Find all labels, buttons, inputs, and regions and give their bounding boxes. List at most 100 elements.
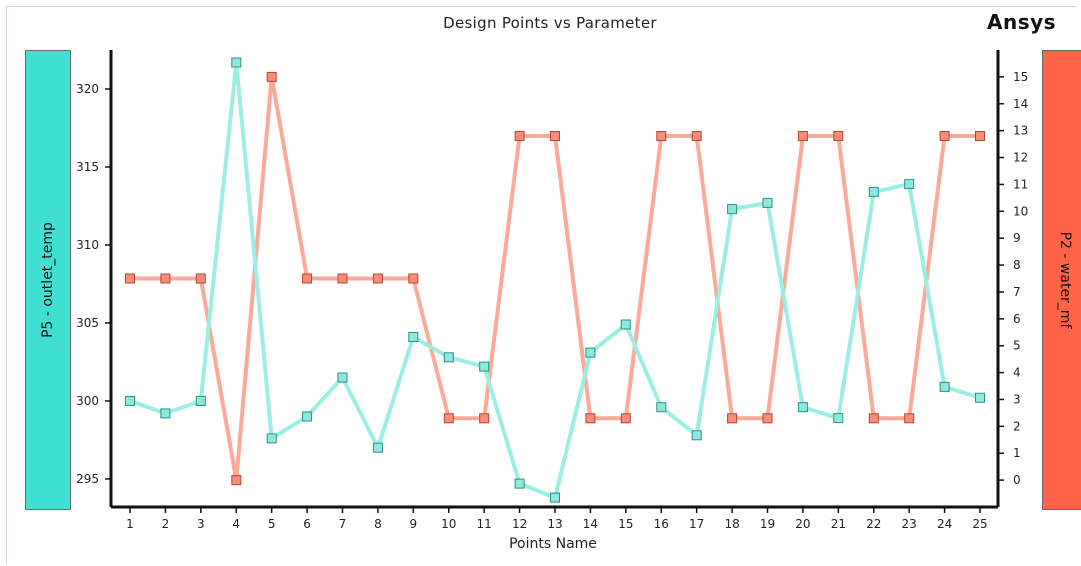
data-point-outlet-temp bbox=[195, 395, 206, 406]
x-tick-label: 23 bbox=[902, 517, 917, 531]
data-point-water-mf bbox=[443, 413, 454, 424]
left-tick-label: 295 bbox=[76, 472, 99, 486]
x-tick-label: 4 bbox=[232, 517, 240, 531]
x-axis-label: Points Name bbox=[509, 536, 597, 552]
x-tick-label: 9 bbox=[410, 517, 418, 531]
x-tick-label: 21 bbox=[831, 517, 846, 531]
data-point-water-mf bbox=[939, 131, 950, 141]
data-point-water-mf bbox=[302, 273, 313, 284]
x-tick-label: 12 bbox=[512, 517, 527, 531]
data-point-water-mf bbox=[656, 131, 667, 141]
data-point-water-mf bbox=[585, 413, 596, 424]
right-tick-label: 2 bbox=[1013, 419, 1021, 433]
x-tick-label: 10 bbox=[441, 517, 456, 531]
right-axis-label-bar: P2 - water_mf bbox=[1042, 50, 1081, 510]
data-point-outlet-temp bbox=[868, 186, 879, 197]
data-point-water-mf bbox=[620, 413, 631, 424]
ansys-logo: Ansys bbox=[987, 10, 1057, 34]
x-tick-label: 14 bbox=[583, 517, 598, 531]
left-tick-label: 315 bbox=[76, 160, 99, 174]
data-point-outlet-temp bbox=[975, 392, 985, 403]
data-point-outlet-temp bbox=[797, 402, 808, 413]
left-axis-label-bar: P5 - outlet_temp bbox=[25, 50, 71, 510]
data-point-water-mf bbox=[550, 131, 560, 141]
data-point-water-mf bbox=[408, 273, 419, 284]
data-point-outlet-temp bbox=[231, 57, 242, 68]
x-tick-label: 6 bbox=[303, 517, 311, 531]
x-tick-label: 20 bbox=[795, 517, 810, 531]
data-point-water-mf bbox=[514, 131, 525, 141]
right-tick-label: 11 bbox=[1013, 177, 1028, 191]
data-point-water-mf bbox=[160, 273, 171, 284]
right-tick-label: 6 bbox=[1013, 312, 1021, 326]
x-tick-label: 17 bbox=[689, 517, 704, 531]
data-point-outlet-temp bbox=[408, 332, 419, 342]
x-tick-label: 1 bbox=[126, 517, 134, 531]
data-point-water-mf bbox=[266, 71, 277, 82]
data-point-outlet-temp bbox=[302, 411, 313, 422]
x-tick-label: 5 bbox=[268, 517, 276, 531]
x-tick-label: 8 bbox=[374, 517, 382, 531]
right-tick-label: 13 bbox=[1013, 124, 1028, 138]
right-tick-label: 4 bbox=[1013, 366, 1021, 380]
left-tick-label: 305 bbox=[76, 316, 99, 330]
right-tick-label: 3 bbox=[1013, 392, 1021, 406]
left-tick-label: 310 bbox=[76, 238, 99, 252]
series-line-outlet-temp bbox=[128, 60, 982, 500]
data-point-outlet-temp bbox=[762, 197, 773, 208]
data-point-outlet-temp bbox=[727, 204, 738, 215]
data-point-water-mf bbox=[975, 131, 985, 141]
data-point-water-mf bbox=[727, 413, 738, 424]
x-tick-label: 25 bbox=[972, 517, 987, 531]
data-point-water-mf bbox=[833, 131, 844, 141]
data-point-water-mf bbox=[904, 413, 915, 424]
data-point-outlet-temp bbox=[833, 413, 844, 424]
right-tick-label: 8 bbox=[1013, 258, 1021, 272]
chart-frame bbox=[6, 6, 1076, 563]
right-tick-label: 9 bbox=[1013, 231, 1021, 245]
data-point-water-mf bbox=[479, 413, 490, 424]
right-tick-label: 12 bbox=[1013, 151, 1028, 165]
right-tick-label: 7 bbox=[1013, 285, 1021, 299]
data-point-outlet-temp bbox=[372, 442, 383, 453]
left-tick-label: 300 bbox=[76, 394, 99, 408]
data-point-outlet-temp bbox=[939, 381, 950, 392]
x-tick-label: 13 bbox=[547, 517, 562, 531]
data-point-outlet-temp bbox=[479, 361, 490, 372]
data-point-water-mf bbox=[691, 131, 702, 141]
x-tick-label: 15 bbox=[618, 517, 633, 531]
data-point-water-mf bbox=[797, 131, 808, 141]
right-tick-label: 0 bbox=[1013, 473, 1021, 487]
x-tick-label: 11 bbox=[477, 517, 492, 531]
x-tick-label: 3 bbox=[197, 517, 205, 531]
data-point-outlet-temp bbox=[514, 478, 525, 489]
x-tick-label: 16 bbox=[654, 517, 669, 531]
data-point-outlet-temp bbox=[266, 433, 277, 444]
data-point-water-mf bbox=[125, 273, 135, 284]
right-tick-label: 10 bbox=[1013, 204, 1028, 218]
data-point-outlet-temp bbox=[160, 408, 171, 419]
x-tick-label: 2 bbox=[162, 517, 170, 531]
series-group bbox=[125, 57, 985, 503]
data-point-water-mf bbox=[762, 413, 773, 424]
right-tick-label: 15 bbox=[1013, 70, 1028, 84]
data-point-outlet-temp bbox=[656, 402, 667, 413]
data-point-outlet-temp bbox=[585, 347, 596, 358]
data-point-water-mf bbox=[337, 273, 348, 284]
right-tick-label: 1 bbox=[1013, 446, 1021, 460]
data-point-outlet-temp bbox=[443, 352, 454, 363]
data-point-water-mf bbox=[868, 413, 879, 424]
x-tick-label: 24 bbox=[937, 517, 952, 531]
data-point-outlet-temp bbox=[550, 492, 560, 503]
data-point-water-mf bbox=[231, 475, 242, 486]
data-point-outlet-temp bbox=[691, 430, 702, 441]
left-tick-label: 320 bbox=[76, 82, 99, 96]
data-point-water-mf bbox=[195, 273, 206, 284]
right-tick-label: 5 bbox=[1013, 339, 1021, 353]
x-tick-label: 18 bbox=[724, 517, 739, 531]
x-tick-label: 22 bbox=[866, 517, 881, 531]
data-point-outlet-temp bbox=[620, 319, 631, 330]
x-tick-label: 19 bbox=[760, 517, 775, 531]
chart-title: Design Points vs Parameter bbox=[443, 14, 657, 32]
